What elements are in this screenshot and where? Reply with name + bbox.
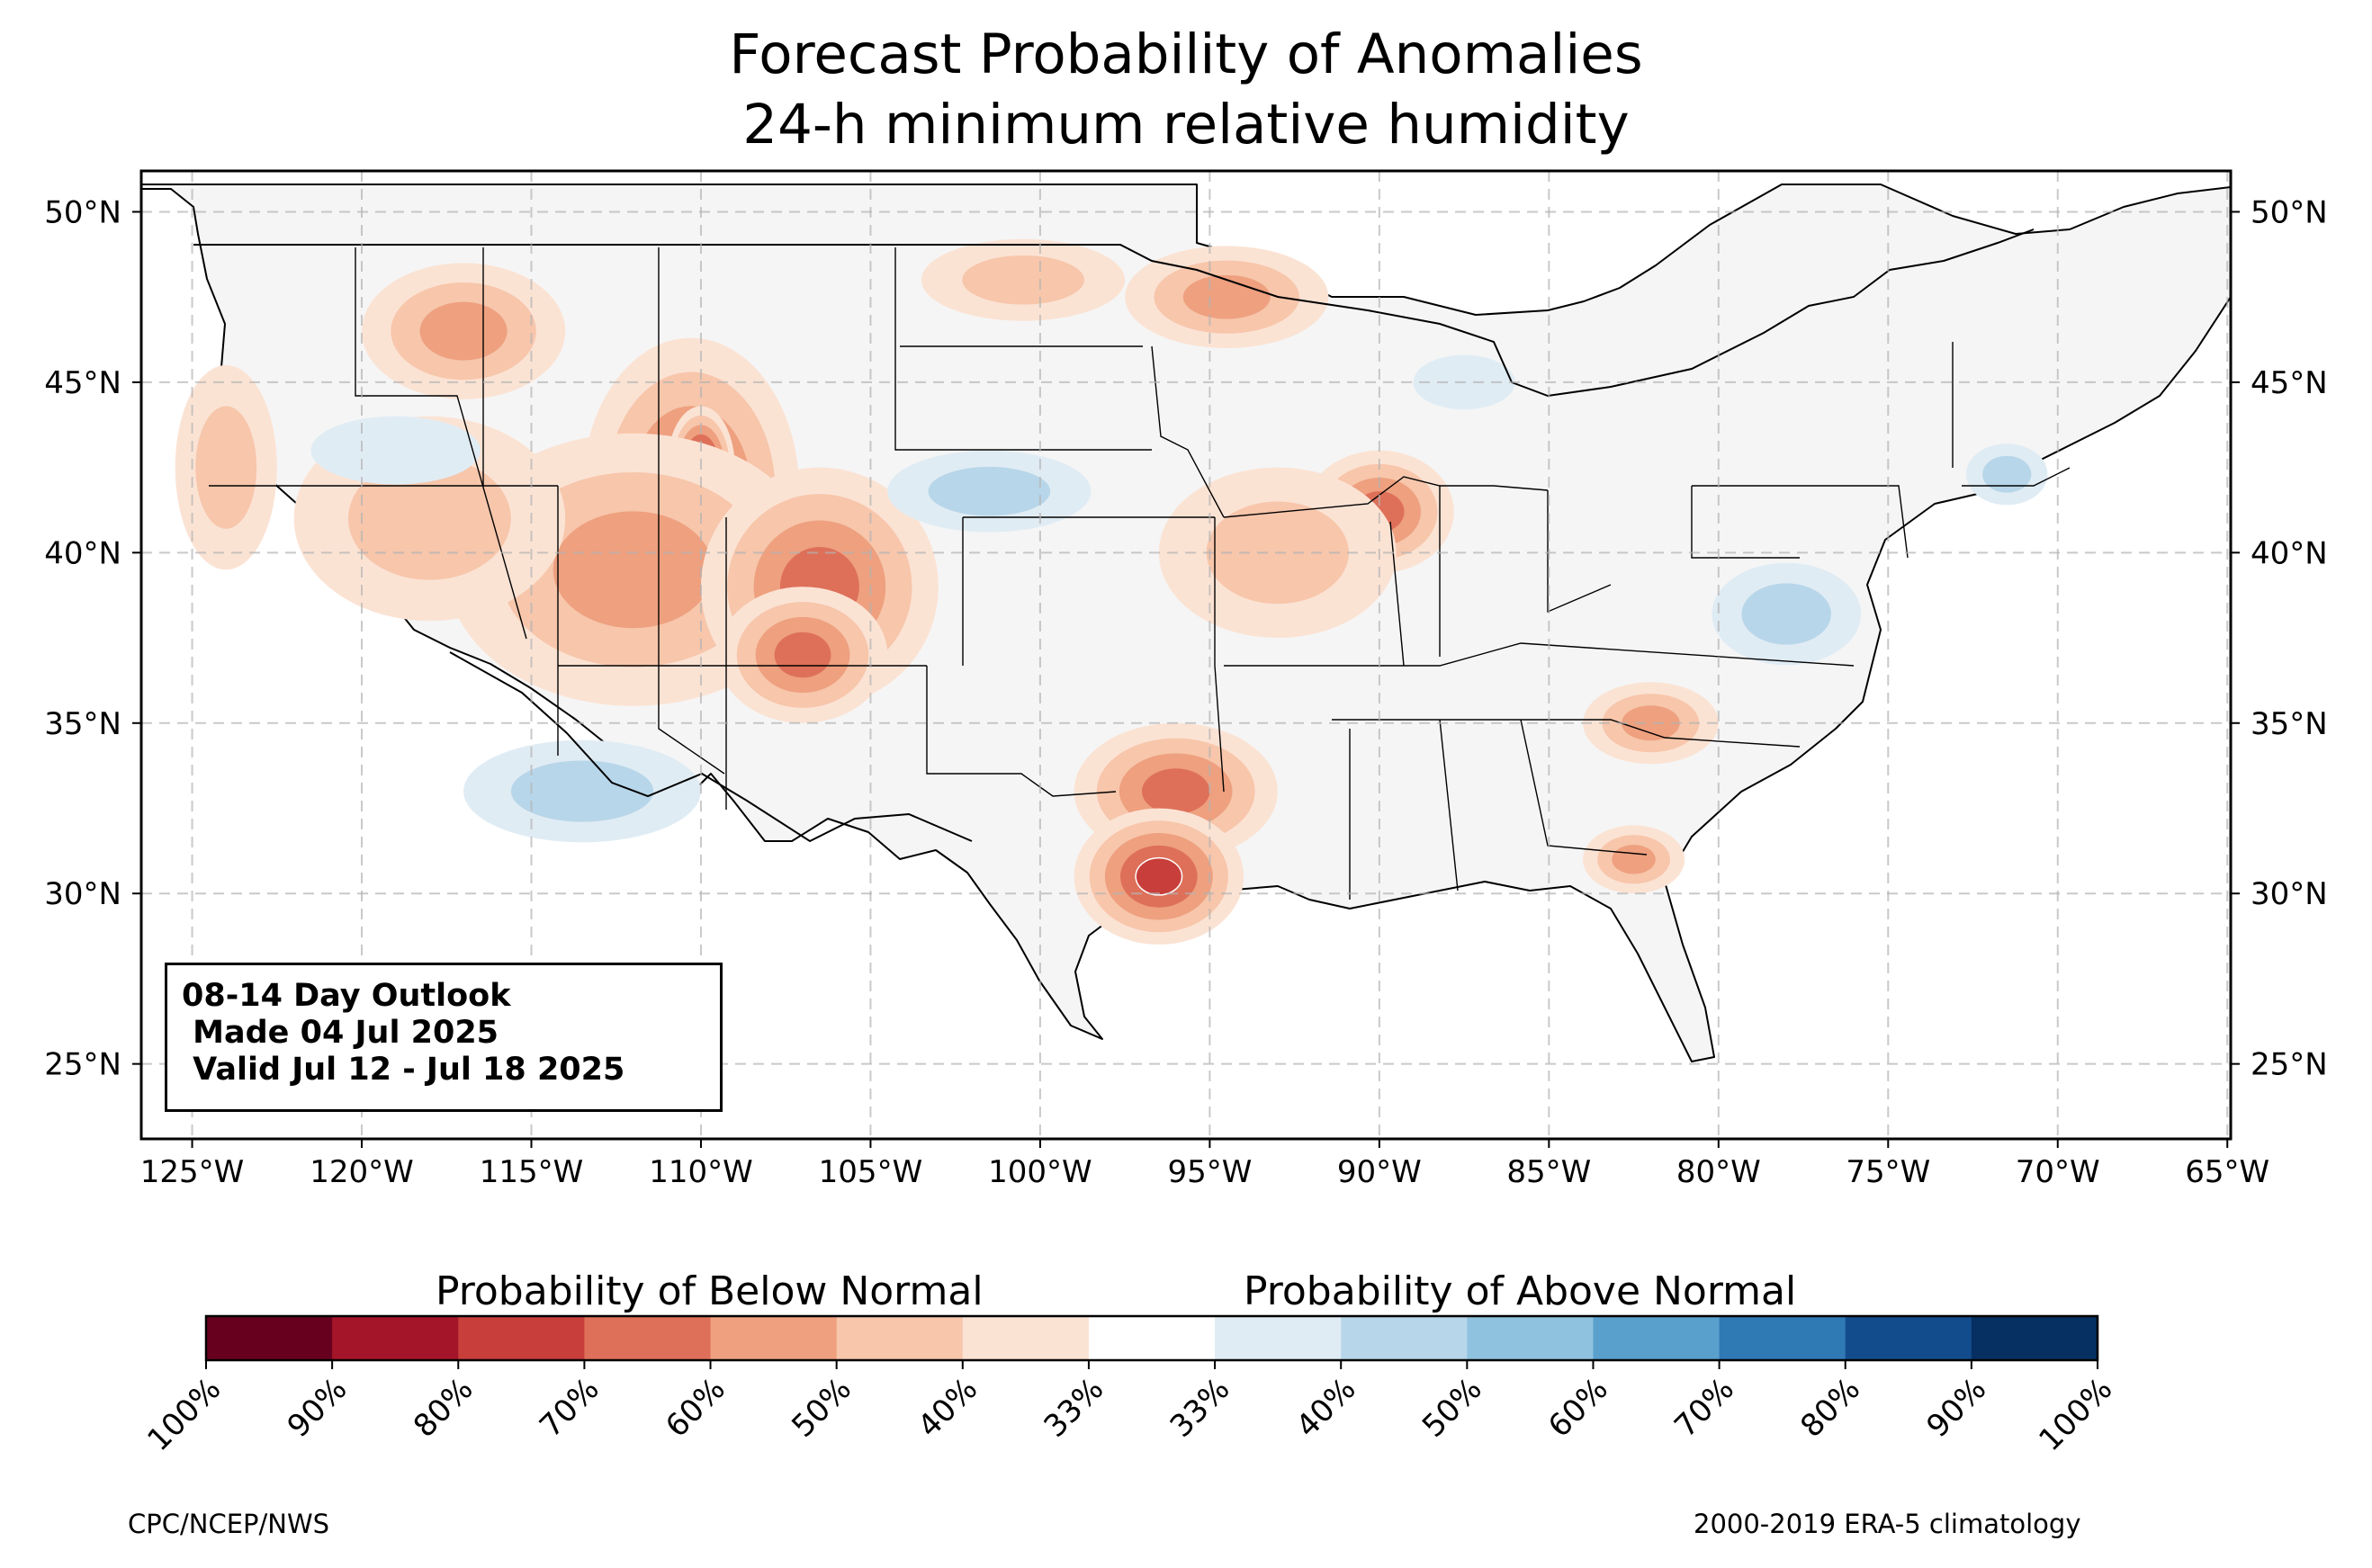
colorbar-tick-label-2: 80% bbox=[407, 1371, 481, 1445]
map-panel bbox=[141, 171, 2231, 1139]
lon-tick-label-10: 75°W bbox=[1846, 1154, 1930, 1190]
colorbar-tick-label-6: 40% bbox=[911, 1371, 984, 1445]
colorbar-below-label: Probability of Below Normal bbox=[436, 1268, 984, 1314]
colorbar-swatch-12 bbox=[1719, 1316, 1846, 1360]
colorbar: 100% 90% 80% 70% 60% 50% 40% 33% 33% 40% 50% 60% 70%… bbox=[140, 1314, 2119, 1458]
dry-region-13-level-3 bbox=[1622, 705, 1680, 741]
colorbar-tick-label-9: 40% bbox=[1289, 1371, 1363, 1445]
colorbar-tick-label-12: 70% bbox=[1667, 1371, 1741, 1445]
colorbar-swatch-8 bbox=[1215, 1316, 1342, 1360]
dry-region-12-level-2 bbox=[962, 255, 1084, 305]
colorbar-tick-label-1: 90% bbox=[281, 1371, 355, 1445]
lat-tick-label-left-3: 40°N bbox=[44, 535, 121, 571]
colorbar-swatch-9 bbox=[1341, 1316, 1468, 1360]
lon-tick-label-8: 85°W bbox=[1506, 1154, 1591, 1190]
outlook-line-3: Valid Jul 12 - Jul 18 2025 bbox=[182, 1052, 625, 1088]
colorbar-tick-label-14: 90% bbox=[1920, 1371, 1994, 1445]
lon-tick-label-2: 115°W bbox=[480, 1154, 584, 1190]
colorbar-above-label: Probability of Above Normal bbox=[1244, 1268, 1797, 1314]
title-line-2: 24-h minimum relative humidity bbox=[742, 93, 1630, 157]
dry-region-5-level-3 bbox=[419, 301, 508, 361]
colorbar-swatch-13 bbox=[1845, 1316, 1972, 1360]
colorbar-tick-label-4: 60% bbox=[659, 1371, 732, 1445]
lon-tick-label-4: 105°W bbox=[819, 1154, 923, 1190]
colorbar-swatch-5 bbox=[836, 1316, 964, 1360]
colorbar-swatch-4 bbox=[710, 1316, 838, 1360]
outlook-box: 08-14 Day Outlook Made 04 Jul 2025 Valid… bbox=[165, 963, 723, 1112]
colorbar-tick-label-11: 60% bbox=[1541, 1371, 1615, 1445]
lat-tick-label-right-0: 25°N bbox=[2251, 1047, 2328, 1083]
lon-tick-label-1: 120°W bbox=[310, 1154, 414, 1190]
colorbar-tick-label-10: 50% bbox=[1415, 1371, 1489, 1445]
moist-region-0-level-2 bbox=[510, 760, 654, 822]
dry-region-15-level-2 bbox=[195, 406, 257, 529]
lon-tick-label-5: 100°W bbox=[988, 1154, 1092, 1190]
dry-region-4-level-4 bbox=[774, 632, 831, 678]
map-frame bbox=[139, 169, 2233, 1141]
lat-tick-label-right-5: 50°N bbox=[2251, 194, 2328, 230]
colorbar-swatch-11 bbox=[1593, 1316, 1721, 1360]
colorbar-swatch-6 bbox=[962, 1316, 1090, 1360]
moist-region-3-level-2 bbox=[1982, 455, 2032, 493]
country-border bbox=[193, 228, 2035, 843]
lon-tick-label-12: 65°W bbox=[2185, 1154, 2269, 1190]
anomaly-shading bbox=[175, 238, 2048, 945]
lon-tick-label-9: 80°W bbox=[1676, 1154, 1761, 1190]
lat-tick-label-left-2: 35°N bbox=[44, 706, 121, 742]
colorbar-tick-label-7: 33% bbox=[1038, 1371, 1111, 1445]
outlook-line-1: 08-14 Day Outlook bbox=[182, 978, 511, 1014]
colorbar-tick-label-15: 100% bbox=[2032, 1371, 2119, 1458]
lat-tick-label-left-0: 25°N bbox=[44, 1047, 121, 1083]
moist-region-4-level-1 bbox=[310, 416, 481, 485]
lat-tick-label-left-5: 50°N bbox=[44, 194, 121, 230]
footer-climatology: 2000-2019 ERA-5 climatology bbox=[1694, 1509, 2081, 1539]
colorbar-swatch-1 bbox=[332, 1316, 459, 1360]
dry-region-2-level-3 bbox=[553, 511, 714, 629]
lon-tick-label-6: 95°W bbox=[1167, 1154, 1252, 1190]
axis-ticks: 125°W 120°W 115°W 110°W 105°W 100°W 95°W 90°W 85… bbox=[44, 194, 2327, 1190]
lat-tick-label-right-1: 30°N bbox=[2251, 876, 2328, 912]
lat-tick-label-left-1: 30°N bbox=[44, 876, 121, 912]
dry-region-11-level-3 bbox=[1182, 274, 1271, 319]
dry-region-14-level-3 bbox=[1612, 845, 1656, 874]
colorbar-swatch-10 bbox=[1467, 1316, 1594, 1360]
colorbar-swatch-3 bbox=[584, 1316, 712, 1360]
lat-tick-label-left-4: 45°N bbox=[44, 365, 121, 401]
colorbar-swatch-7 bbox=[1088, 1316, 1216, 1360]
colorbar-tick-label-3: 70% bbox=[533, 1371, 606, 1445]
lat-tick-label-right-3: 40°N bbox=[2251, 535, 2328, 571]
dry-region-8-level-5 bbox=[1135, 856, 1183, 896]
outlook-line-2: Made 04 Jul 2025 bbox=[182, 1015, 499, 1051]
colorbar-tick-label-13: 80% bbox=[1793, 1371, 1867, 1445]
lat-tick-label-right-2: 35°N bbox=[2251, 706, 2328, 742]
colorbar-tick-label-0: 100% bbox=[140, 1371, 228, 1458]
dry-region-6-level-2 bbox=[347, 457, 511, 580]
lat-tick-label-right-4: 45°N bbox=[2251, 365, 2328, 401]
colorbar-tick-label-8: 33% bbox=[1164, 1371, 1237, 1445]
footer-credit: CPC/NCEP/NWS bbox=[128, 1509, 330, 1539]
lon-tick-label-11: 70°W bbox=[2016, 1154, 2100, 1190]
colorbar-swatch-0 bbox=[206, 1316, 333, 1360]
lon-tick-label-3: 110°W bbox=[649, 1154, 753, 1190]
colorbar-swatch-14 bbox=[1971, 1316, 2098, 1360]
state-borders bbox=[209, 247, 2071, 900]
moist-region-2-level-2 bbox=[1741, 583, 1831, 645]
colorbar-frame bbox=[204, 1314, 2099, 1362]
dry-region-7-level-4 bbox=[1141, 768, 1210, 814]
moist-region-1-level-2 bbox=[928, 466, 1051, 516]
colorbar-tick-label-5: 50% bbox=[785, 1371, 858, 1445]
colorbar-swatch-2 bbox=[458, 1316, 585, 1360]
lon-tick-label-7: 90°W bbox=[1337, 1154, 1422, 1190]
title-line-1: Forecast Probability of Anomalies bbox=[729, 22, 1643, 86]
lon-tick-label-0: 125°W bbox=[140, 1154, 245, 1190]
